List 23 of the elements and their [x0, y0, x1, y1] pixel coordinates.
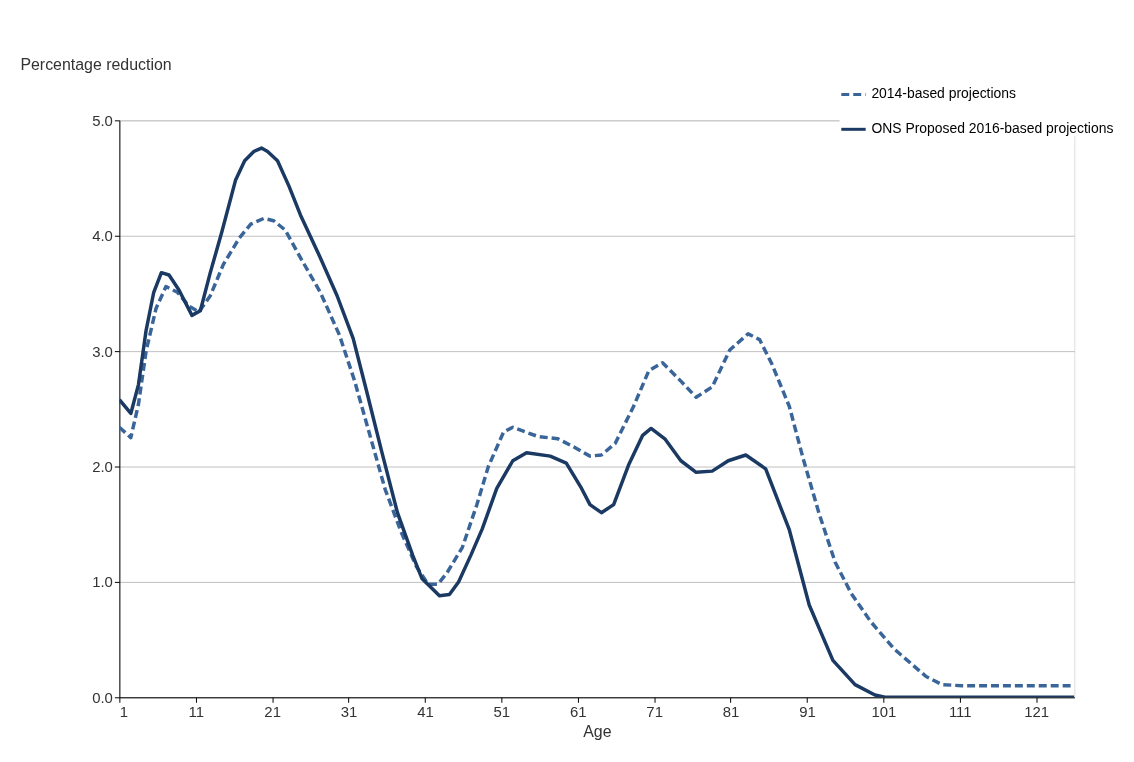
x-tick-label: 101	[871, 702, 897, 720]
x-tick-label: 121	[1024, 702, 1050, 720]
x-tick-label: 51	[493, 702, 511, 720]
x-tick-label: 31	[340, 702, 358, 720]
y-tick-label: 4.0	[92, 227, 113, 245]
x-tick-label: 41	[417, 702, 434, 720]
y-tick-label: 2.0	[92, 457, 113, 475]
y-tick-label: 3.0	[92, 342, 113, 360]
y-tick-label: 1.0	[92, 573, 113, 591]
x-tick-label: 91	[799, 702, 816, 720]
x-tick-label: 21	[264, 702, 281, 720]
x-tick-label: 61	[569, 702, 587, 720]
x-tick-label: 1	[119, 702, 129, 720]
x-axis-title: Age	[583, 722, 612, 740]
x-tick-label: 71	[646, 702, 663, 720]
x-tick-label: 11	[188, 702, 204, 720]
x-tick-label: 81	[722, 702, 740, 720]
x-tick-label: 111	[948, 702, 972, 720]
y-axis-title: Percentage reduction	[20, 56, 172, 74]
y-tick-label: 5.0	[92, 111, 113, 129]
legend-label: 2014-based projections	[871, 85, 1017, 102]
y-tick-label: 0.0	[92, 688, 113, 706]
legend-label: ONS Proposed 2016-based projections	[871, 120, 1114, 137]
